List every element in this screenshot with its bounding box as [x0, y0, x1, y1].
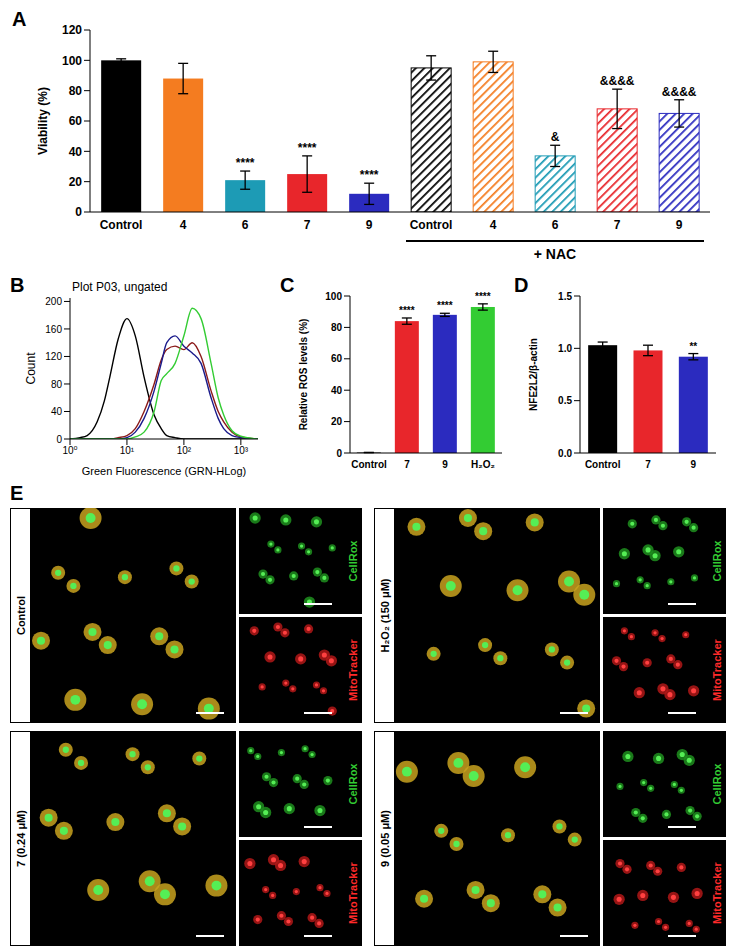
- svg-text:****: ****: [298, 141, 317, 155]
- svg-text:1.5: 1.5: [558, 291, 572, 302]
- svg-text:40: 40: [331, 385, 343, 396]
- svg-text:Control: Control: [100, 218, 143, 232]
- svg-text:10³: 10³: [234, 445, 249, 456]
- html-text:Plot P03, ungated: Plot P03, ungated: [72, 280, 168, 294]
- svg-text:CellRox: CellRox: [711, 540, 723, 582]
- html-text:+ NAC: + NAC: [533, 246, 577, 262]
- svg-text:Viability (%): Viability (%): [36, 87, 50, 155]
- svg-text:80: 80: [69, 84, 83, 98]
- svg-text:40: 40: [51, 406, 63, 417]
- svg-text:10¹: 10¹: [120, 445, 135, 456]
- svg-text:Green Fluorescence (GRN-HLog): Green Fluorescence (GRN-HLog): [82, 465, 246, 477]
- svg-text:&: &: [551, 130, 560, 144]
- svg-text:MitoTracker: MitoTracker: [347, 861, 359, 923]
- svg-text:20: 20: [69, 175, 83, 189]
- svg-text:120: 120: [45, 351, 62, 362]
- svg-text:****: ****: [475, 291, 491, 302]
- svg-text:Control: Control: [15, 596, 27, 635]
- svg-text:80: 80: [331, 322, 343, 333]
- svg-text:CellRox: CellRox: [347, 763, 359, 805]
- svg-text:&&&&: &&&&: [662, 85, 697, 99]
- svg-text:****: ****: [236, 156, 255, 170]
- svg-text:7: 7: [645, 459, 651, 470]
- svg-text:Control: Control: [585, 459, 621, 470]
- html-text:C: C: [280, 274, 295, 296]
- svg-text:160: 160: [45, 324, 62, 335]
- svg-text:10⁰: 10⁰: [62, 445, 77, 456]
- svg-text:&&&&: &&&&: [600, 74, 635, 88]
- svg-text:Count: Count: [24, 352, 38, 385]
- svg-text:4: 4: [180, 218, 187, 232]
- svg-text:6: 6: [242, 218, 249, 232]
- svg-text:0: 0: [75, 205, 82, 219]
- svg-text:**: **: [689, 341, 697, 352]
- svg-text:120: 120: [62, 23, 82, 37]
- svg-text:60: 60: [69, 114, 83, 128]
- html-text:A: A: [12, 8, 27, 30]
- svg-text:80: 80: [51, 379, 63, 390]
- svg-text:****: ****: [399, 305, 415, 316]
- svg-text:0: 0: [56, 434, 62, 445]
- html-text:D: D: [514, 274, 529, 296]
- svg-text:7: 7: [614, 218, 621, 232]
- html-text:E: E: [10, 482, 24, 504]
- svg-text:9: 9: [676, 218, 683, 232]
- svg-text:10²: 10²: [177, 445, 192, 456]
- svg-text:NFE2L2/β-actin: NFE2L2/β-actin: [528, 338, 539, 411]
- svg-text:Control: Control: [410, 218, 453, 232]
- svg-text:H₂O₂ (150 μM): H₂O₂ (150 μM): [379, 578, 391, 652]
- svg-text:MitoTracker: MitoTracker: [347, 638, 359, 700]
- svg-text:MitoTracker: MitoTracker: [711, 861, 723, 923]
- svg-text:7: 7: [404, 459, 410, 470]
- svg-text:7 (0.24 μM): 7 (0.24 μM): [15, 810, 27, 867]
- svg-text:9: 9: [366, 218, 373, 232]
- svg-text:MitoTracker: MitoTracker: [711, 638, 723, 700]
- svg-text:Control: Control: [351, 459, 387, 470]
- svg-text:9 (0.05 μM): 9 (0.05 μM): [379, 810, 391, 867]
- svg-text:200: 200: [45, 296, 62, 307]
- svg-text:0.0: 0.0: [558, 448, 572, 459]
- svg-text:60: 60: [331, 353, 343, 364]
- svg-text:4: 4: [490, 218, 497, 232]
- svg-text:CellRox: CellRox: [347, 540, 359, 582]
- svg-text:0: 0: [336, 448, 342, 459]
- svg-text:Relative ROS levels (%): Relative ROS levels (%): [298, 319, 309, 431]
- svg-text:****: ****: [360, 168, 379, 182]
- svg-text:****: ****: [437, 300, 453, 311]
- svg-text:100: 100: [325, 291, 342, 302]
- svg-text:20: 20: [331, 416, 343, 427]
- svg-text:9: 9: [691, 459, 697, 470]
- svg-text:9: 9: [442, 459, 448, 470]
- svg-text:7: 7: [304, 218, 311, 232]
- svg-text:6: 6: [552, 218, 559, 232]
- svg-text:40: 40: [69, 145, 83, 159]
- svg-text:CellRox: CellRox: [711, 763, 723, 805]
- svg-text:0.5: 0.5: [558, 395, 572, 406]
- svg-text:H₂O₂: H₂O₂: [471, 459, 495, 470]
- html-text:B: B: [10, 274, 25, 296]
- svg-text:1.0: 1.0: [558, 343, 572, 354]
- svg-text:100: 100: [62, 54, 82, 68]
